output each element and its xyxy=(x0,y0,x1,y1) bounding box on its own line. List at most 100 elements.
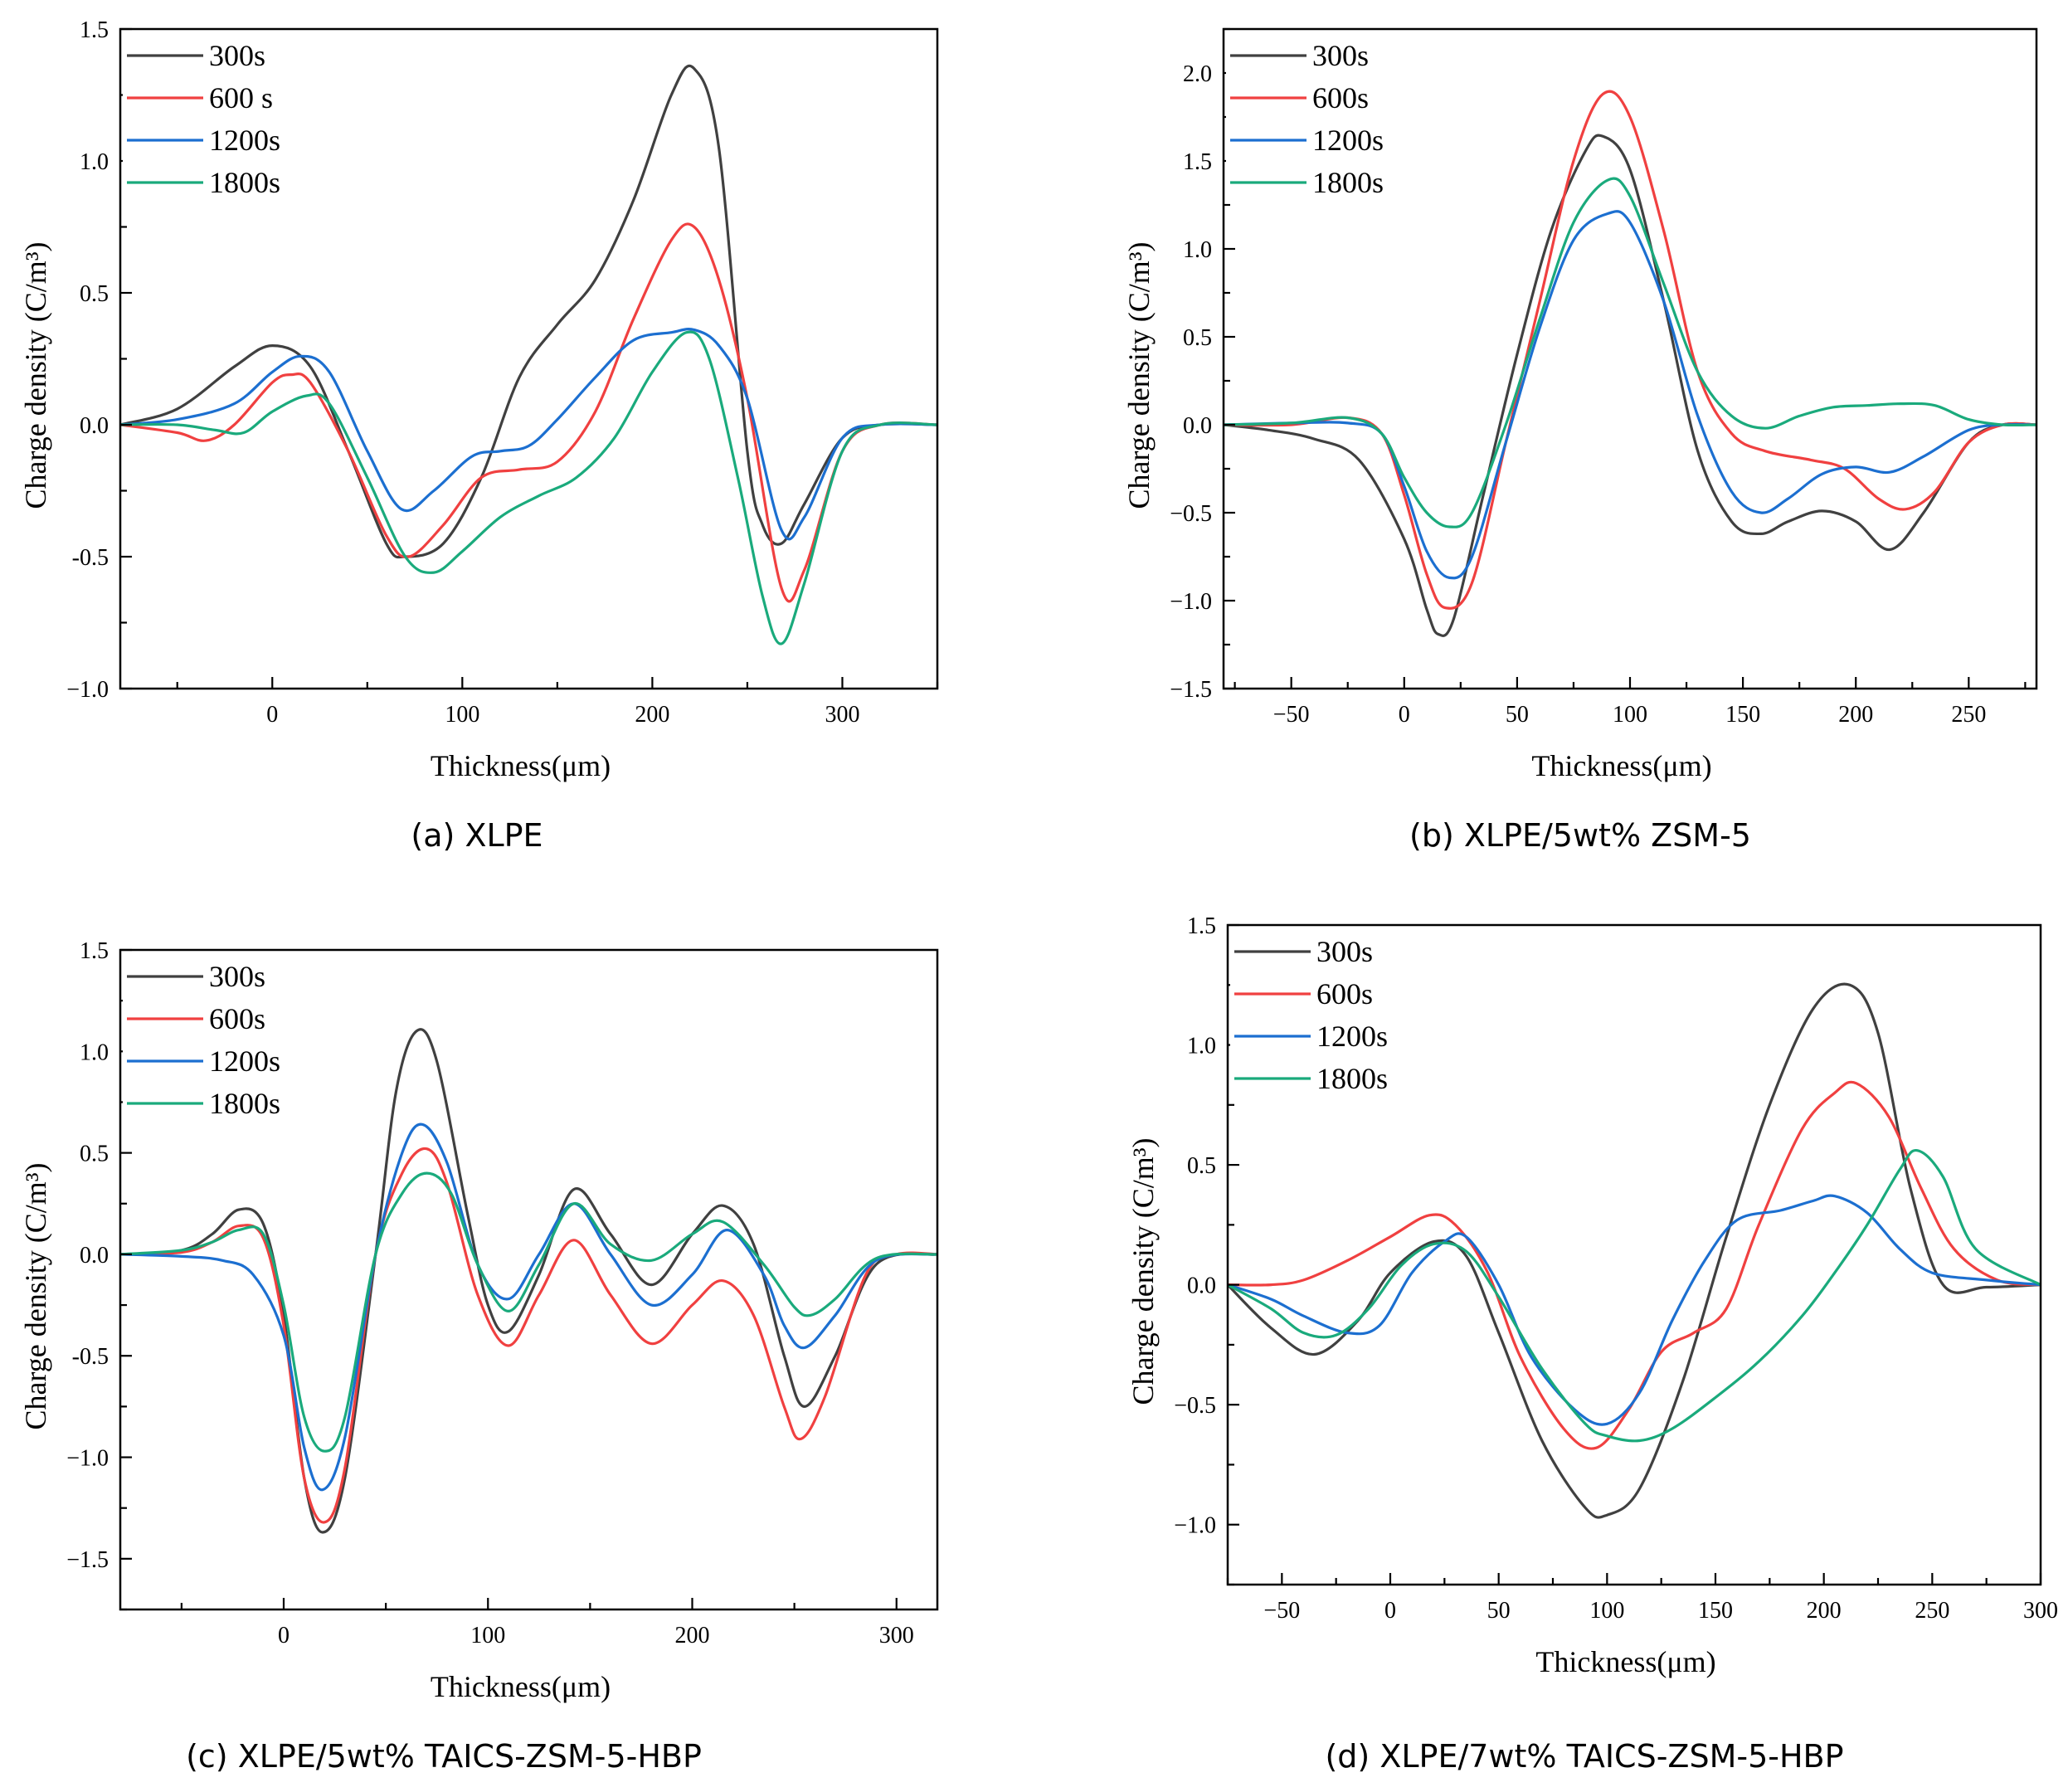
legend-label: 600s xyxy=(209,1002,265,1035)
legend-background xyxy=(123,32,305,202)
x-axis-title: Thickness(μm) xyxy=(1531,749,1711,782)
series-line-300s xyxy=(1228,982,2041,1519)
legend: 300s 600 s 1200s 1800s xyxy=(123,32,305,202)
x-tick-label: 100 xyxy=(1589,1598,1624,1624)
legend-label: 1200s xyxy=(1316,1020,1388,1053)
x-tick-label: 200 xyxy=(675,1623,710,1648)
plot-frame xyxy=(119,948,939,1611)
y-tick-label: −1.5 xyxy=(66,1547,109,1573)
y-axis-title: Charge density (C/m³) xyxy=(19,241,52,509)
legend-label: 1800s xyxy=(209,166,280,199)
y-tick-label: 0.5 xyxy=(80,281,109,307)
y-tick-label: 1.0 xyxy=(1187,1034,1216,1059)
x-tick-label: 300 xyxy=(825,702,859,728)
series-line-600s xyxy=(120,1147,937,1524)
y-tick-label: -0.5 xyxy=(72,545,109,571)
series-line-300s xyxy=(120,64,937,559)
series-line-300s xyxy=(1224,134,2036,637)
x-tick-label: 150 xyxy=(1698,1598,1733,1624)
legend-label: 1200s xyxy=(1312,124,1384,157)
panel-caption: (d) XLPE/7wt% TAICS-ZSM-5-HBP xyxy=(1325,1738,1843,1775)
x-tick-label: 200 xyxy=(1807,1598,1842,1624)
legend-label: 600s xyxy=(1316,977,1373,1010)
legend-label: 1800s xyxy=(1316,1062,1388,1095)
legend-label: 300s xyxy=(1312,39,1369,72)
x-tick-label: 0 xyxy=(1399,702,1410,728)
x-tick-label: 100 xyxy=(445,702,479,728)
y-tick-label: 0.0 xyxy=(80,413,109,439)
y-tick-label: 0.5 xyxy=(1187,1153,1216,1179)
series-line-1800s xyxy=(1224,177,2036,528)
y-tick-label: −1.0 xyxy=(1170,589,1212,615)
legend-label: 300s xyxy=(209,39,265,72)
legend: 300s 600s 1200s 1800s xyxy=(1226,32,1409,202)
legend-label: 300s xyxy=(1316,935,1373,968)
y-tick-label: 0.0 xyxy=(1187,1273,1216,1299)
legend-label: 300s xyxy=(209,960,265,993)
y-tick-label: 0.5 xyxy=(1183,325,1212,351)
panel-caption: (c) XLPE/5wt% TAICS-ZSM-5-HBP xyxy=(186,1738,702,1775)
panel-caption: (a) XLPE xyxy=(411,817,543,854)
y-axis-title: Charge density (C/m³) xyxy=(1122,241,1156,509)
y-tick-label: -0.5 xyxy=(72,1344,109,1370)
series-line-300s xyxy=(120,1028,937,1534)
x-axis-title: Thickness(μm) xyxy=(431,749,611,782)
x-tick-label: 100 xyxy=(470,1623,505,1648)
x-tick-label: 250 xyxy=(1951,702,1986,728)
x-axis-title: Thickness(μm) xyxy=(1535,1645,1715,1678)
x-tick-label: −50 xyxy=(1263,1598,1300,1624)
legend-label: 1200s xyxy=(209,1045,280,1078)
y-tick-label: 1.0 xyxy=(80,1040,109,1065)
legend-label: 1800s xyxy=(209,1087,280,1120)
legend-background xyxy=(1230,928,1413,1098)
legend-background xyxy=(123,952,305,1122)
y-tick-label: 2.0 xyxy=(1183,61,1212,87)
y-tick-label: 1.5 xyxy=(80,17,109,43)
y-axis-title: Charge density (C/m³) xyxy=(1126,1137,1160,1405)
y-tick-label: 0.5 xyxy=(80,1142,109,1167)
series-line-600s xyxy=(1224,90,2036,610)
y-tick-label: 1.5 xyxy=(1187,913,1216,939)
x-tick-label: 50 xyxy=(1506,702,1529,728)
y-tick-label: 0.0 xyxy=(1183,413,1212,439)
x-tick-label: 300 xyxy=(879,1623,914,1648)
y-tick-label: 1.0 xyxy=(80,149,109,175)
panel-b: −50 0 50 100 150 200 250 −1.5 −1.0 −0.5 0.0 0.5 1.0 1… xyxy=(1122,27,2038,854)
series-line-1800s xyxy=(1228,1149,2041,1443)
x-tick-label: 0 xyxy=(1384,1598,1396,1624)
legend-label: 1200s xyxy=(209,124,280,157)
y-axis-title: Charge density (C/m³) xyxy=(19,1162,52,1429)
y-tick-label: 1.5 xyxy=(1183,149,1212,175)
x-tick-label: 0 xyxy=(266,702,278,728)
y-tick-label: 1.5 xyxy=(80,938,109,964)
y-tick-label: −1.0 xyxy=(1174,1513,1216,1539)
legend-label: 600s xyxy=(1312,81,1369,114)
series-line-1800s xyxy=(120,330,937,645)
x-tick-label: 250 xyxy=(1915,1598,1949,1624)
series-line-600s xyxy=(120,222,937,603)
x-axis-title: Thickness(μm) xyxy=(431,1670,611,1703)
x-tick-label: 150 xyxy=(1725,702,1760,728)
panel-d: −50 0 50 100 150 200 250 300 −1.0 −0.5 0.0 0.5 1.0 1.… xyxy=(1126,913,2058,1775)
series-line-1200s xyxy=(120,1122,937,1492)
legend-background xyxy=(1226,32,1409,202)
legend-label: 600 s xyxy=(209,81,273,114)
series-line-1200s xyxy=(120,328,937,541)
series-group xyxy=(1228,982,2041,1519)
x-tick-label: 100 xyxy=(1613,702,1647,728)
x-tick-label: 0 xyxy=(278,1623,290,1648)
series-group xyxy=(120,64,937,645)
legend: 300s 600s 1200s 1800s xyxy=(1230,928,1413,1098)
series-line-1200s xyxy=(1224,210,2036,580)
x-tick-label: 300 xyxy=(2023,1598,2058,1624)
y-tick-label: −1.5 xyxy=(1170,677,1212,703)
panel-a: 0 100 200 300 −1.0 -0.5 0.0 0.5 1.0 1.5 Thickness(… xyxy=(19,17,939,854)
x-tick-label: 200 xyxy=(635,702,669,728)
series-line-1200s xyxy=(1228,1194,2041,1426)
series-group xyxy=(1224,90,2036,637)
series-group xyxy=(120,1028,937,1534)
series-line-1800s xyxy=(120,1171,937,1453)
plot-frame xyxy=(1226,923,2042,1586)
y-tick-label: 1.0 xyxy=(1183,237,1212,263)
